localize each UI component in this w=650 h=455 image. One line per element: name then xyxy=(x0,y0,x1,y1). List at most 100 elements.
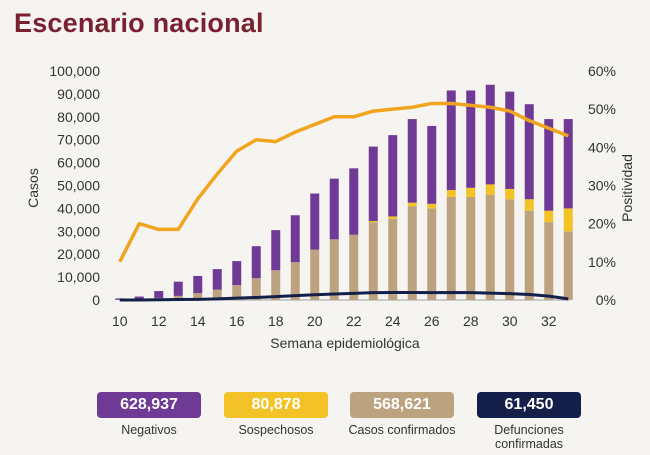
bar-sospechosos xyxy=(485,184,495,195)
bar-negativos xyxy=(349,168,359,235)
y2-tick-label: 50% xyxy=(588,101,616,117)
cases-chart: 0 10,000 20,000 30,000 40,000 50,000 60,000 70,… xyxy=(25,63,635,351)
x-tick-label: 14 xyxy=(190,313,206,329)
y2-tick-label: 60% xyxy=(588,63,616,79)
y-tick-label: 10,000 xyxy=(57,269,100,285)
x-tick-label: 20 xyxy=(307,313,323,329)
line-positividad xyxy=(118,101,569,263)
x-tick-label: 18 xyxy=(268,313,284,329)
bar-negativos xyxy=(388,135,398,217)
y-tick-label: 50,000 xyxy=(57,178,100,194)
legend-value-confirmados: 568,621 xyxy=(350,392,454,418)
bar-negativos xyxy=(485,84,495,185)
bar-negativos xyxy=(290,215,300,263)
y2-tick-label: 0% xyxy=(596,292,616,308)
bar-confirmados xyxy=(329,239,339,300)
y-tick-label: 80,000 xyxy=(57,109,100,125)
bar-confirmados xyxy=(524,210,534,300)
bar-confirmados xyxy=(251,278,261,300)
x-tick-label: 16 xyxy=(229,313,245,329)
bar-confirmados xyxy=(271,270,281,300)
bar-confirmados xyxy=(310,249,320,300)
x-tick-label: 30 xyxy=(502,313,518,329)
y-tick-label: 40,000 xyxy=(57,200,100,216)
bar-sospechosos xyxy=(407,202,417,207)
y2-axis-label: Positividad xyxy=(619,154,635,222)
bar-negativos xyxy=(368,146,378,221)
bar-sospechosos xyxy=(544,210,554,223)
bar-confirmados xyxy=(427,208,437,300)
y2-tick-label: 40% xyxy=(588,139,616,155)
bar-confirmados xyxy=(193,293,203,300)
bar-negativos xyxy=(427,125,437,204)
y2-tick-label: 10% xyxy=(588,254,616,270)
legend-value-negativos: 628,937 xyxy=(97,392,201,418)
bar-confirmados xyxy=(466,196,476,300)
bar-sospechosos xyxy=(427,203,437,209)
bar-sospechosos xyxy=(563,208,573,232)
bar-negativos xyxy=(466,90,476,188)
bar-confirmados xyxy=(212,289,222,300)
bar-sospechosos xyxy=(368,220,378,223)
bar-negativos xyxy=(251,246,261,279)
bar-confirmados xyxy=(173,295,183,300)
bar-negativos xyxy=(310,193,320,250)
y-tick-label: 100,000 xyxy=(49,63,100,79)
page-title: Escenario nacional xyxy=(14,8,264,38)
bar-confirmados xyxy=(388,218,398,300)
bar-negativos xyxy=(563,119,573,209)
x-tick-label: 28 xyxy=(463,313,479,329)
x-tick-label: 32 xyxy=(541,313,557,329)
y-tick-label: 60,000 xyxy=(57,155,100,171)
x-tick-label: 12 xyxy=(151,313,167,329)
lines-layer xyxy=(118,101,569,302)
bar-confirmados xyxy=(232,285,242,300)
y-axis-label: Casos xyxy=(25,168,41,208)
legend-label-sospechosos: Sospechosos xyxy=(238,423,314,437)
x-tick-label: 10 xyxy=(112,313,128,329)
bar-negativos xyxy=(329,178,339,240)
bar-confirmados xyxy=(446,196,456,300)
y-tick-label: 70,000 xyxy=(57,132,100,148)
y-tick-label: 30,000 xyxy=(57,223,100,239)
legend-item-confirmados: 568,621 Casos confirmados xyxy=(349,392,456,437)
bar-negativos xyxy=(154,291,164,298)
y-tick-label: 20,000 xyxy=(57,246,100,262)
legend-label-negativos: Negativos xyxy=(121,423,177,437)
bar-negativos xyxy=(232,261,242,286)
bar-confirmados xyxy=(368,222,378,300)
bar-confirmados xyxy=(407,206,417,300)
bar-negativos xyxy=(173,281,183,296)
bar-sospechosos xyxy=(505,188,515,200)
y2-tick-label: 30% xyxy=(588,178,616,194)
bar-negativos xyxy=(193,275,203,294)
bars-layer xyxy=(115,84,573,300)
bar-negativos xyxy=(544,119,554,211)
line-defunciones xyxy=(119,290,569,302)
bar-negativos xyxy=(446,90,456,191)
y-tick-label: 90,000 xyxy=(57,86,100,102)
legend-label-confirmados: Casos confirmados xyxy=(348,423,456,437)
bar-negativos xyxy=(271,230,281,271)
x-tick-label: 24 xyxy=(385,313,401,329)
legend-value-defunciones: 61,450 xyxy=(477,392,581,418)
bar-sospechosos xyxy=(466,187,476,197)
bar-negativos xyxy=(134,296,144,300)
bar-sospechosos xyxy=(524,199,534,211)
legend-item-defunciones: 61,450 Defunciones confirmadas xyxy=(477,392,581,451)
bar-negativos xyxy=(524,104,534,200)
legend-item-negativos: 628,937 Negativos xyxy=(97,392,201,437)
x-axis-label: Semana epidemiológica xyxy=(270,335,420,351)
bar-sospechosos xyxy=(388,216,398,219)
legend-item-sospechosos: 80,878 Sospechosos xyxy=(224,392,328,437)
y2-tick-label: 20% xyxy=(588,216,616,232)
bar-negativos xyxy=(505,91,515,189)
bar-confirmados xyxy=(349,234,359,300)
y-tick-label: 0 xyxy=(92,292,100,308)
legend-value-sospechosos: 80,878 xyxy=(224,392,328,418)
x-tick-label: 22 xyxy=(346,313,362,329)
bar-confirmados xyxy=(505,199,515,300)
bar-confirmados xyxy=(485,194,495,300)
legend: 628,937 Negativos 80,878 Sospechosos 568… xyxy=(0,392,650,455)
bar-negativos xyxy=(407,119,417,203)
